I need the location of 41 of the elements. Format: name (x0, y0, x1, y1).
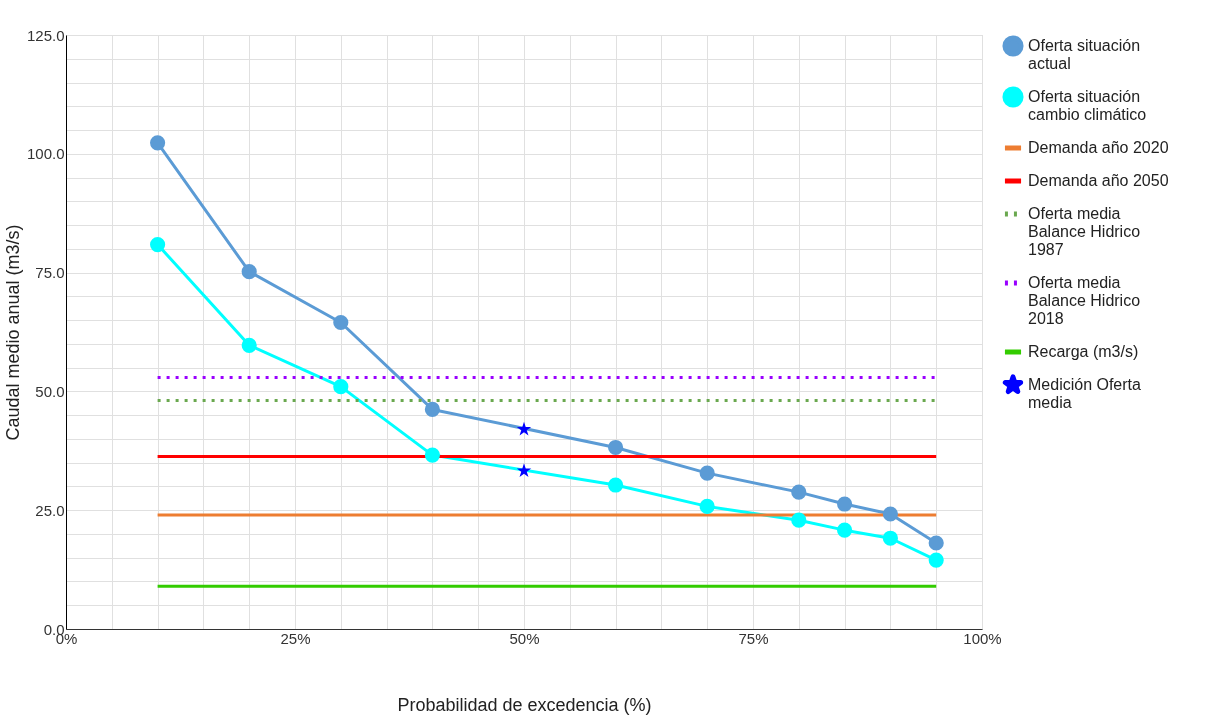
point (837, 496, 853, 512)
legend-label: Medición Oferta media (1028, 376, 1142, 411)
legend-label: Oferta media Balance Hidrico 1987 (1028, 205, 1141, 258)
y-tick-label: 25.0 (35, 501, 65, 519)
x-tick-label: 50% (509, 629, 540, 647)
point (516, 463, 532, 477)
point (516, 421, 532, 436)
x-axis-title: Probabilidad de excedencia (%) (397, 694, 652, 715)
legend-label: Recarga (m3/s) (1028, 343, 1139, 360)
point (791, 484, 807, 500)
x-tick-label: 25% (280, 629, 311, 647)
point (882, 530, 898, 546)
point (608, 439, 624, 456)
point (837, 522, 853, 538)
y-tick-label: 100.0 (26, 145, 65, 163)
legend-label: Demanda año 2020 (1028, 139, 1169, 156)
point (928, 535, 944, 551)
point (241, 337, 257, 353)
point (791, 512, 807, 528)
y-tick-label: 125.0 (26, 26, 65, 44)
legend-label: Oferta situación cambio climático (1028, 88, 1147, 123)
point (150, 237, 166, 253)
x-tick-label: 100% (963, 629, 1002, 647)
point (608, 477, 624, 493)
point (699, 465, 715, 481)
legend-label: Oferta situación actual (1028, 37, 1141, 72)
point (333, 379, 349, 395)
point (333, 314, 349, 331)
y-axis-title: Caudal medio anual (m3/s) (2, 224, 23, 441)
point (150, 135, 166, 151)
point (424, 401, 440, 418)
point (699, 498, 715, 514)
legend-label: Demanda año 2050 (1028, 172, 1169, 189)
point (928, 552, 944, 568)
point (241, 264, 257, 280)
y-tick-label: 75.0 (35, 264, 65, 282)
y-tick-label: 50.0 (35, 382, 65, 400)
x-tick-label: 75% (738, 629, 769, 647)
point (424, 447, 440, 463)
legend-label: Oferta media Balance Hidrico 2018 (1028, 274, 1141, 327)
point (882, 506, 898, 522)
